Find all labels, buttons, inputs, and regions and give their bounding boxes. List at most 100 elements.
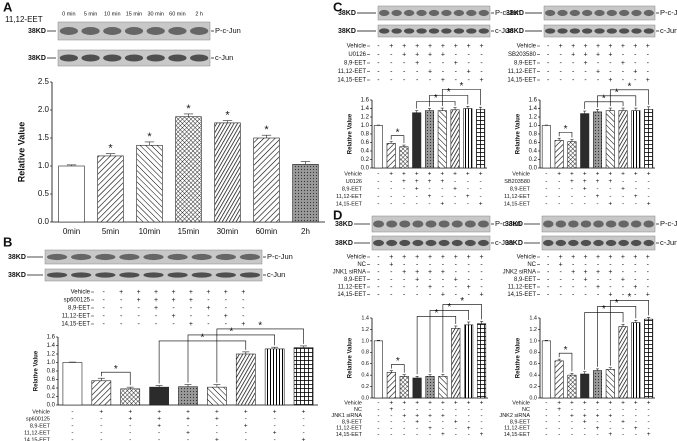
band-label: c-Jun [660, 26, 677, 35]
sign: + [244, 409, 248, 416]
sign: - [455, 412, 457, 419]
sign: + [634, 193, 638, 200]
blot-band [428, 28, 440, 34]
sign: - [647, 284, 650, 291]
row-label: 11,12-EET [504, 426, 531, 432]
sign: + [454, 419, 458, 426]
sign: + [171, 289, 175, 296]
sign: + [389, 261, 393, 268]
sign: - [245, 416, 247, 423]
sign: - [467, 178, 469, 185]
sign: - [429, 77, 432, 84]
significance: * [186, 103, 191, 115]
lane-label: 5 min [84, 11, 97, 17]
blot-band [378, 9, 390, 17]
sign: - [467, 186, 469, 193]
blot-band [581, 28, 593, 34]
sign: - [634, 51, 637, 58]
sign: - [467, 201, 469, 208]
sign: - [377, 431, 379, 438]
sign: - [468, 419, 470, 426]
sign: - [467, 60, 470, 67]
blot-band [378, 28, 390, 34]
sign: - [571, 419, 573, 426]
sign: - [609, 419, 611, 426]
sign: - [584, 406, 586, 413]
blot-band [425, 220, 437, 228]
blot-band [119, 272, 140, 278]
sign: - [647, 60, 650, 67]
sign: + [389, 171, 393, 178]
sign: + [428, 400, 432, 407]
row-label: 14,15-EET [507, 292, 536, 298]
row-label: 8,9-EET [510, 419, 531, 425]
marker-label: 38KD [506, 28, 524, 35]
sign: - [558, 178, 560, 185]
sign: - [572, 291, 575, 298]
sign: + [241, 289, 245, 296]
bracket-star: * [602, 93, 606, 104]
sign: - [428, 186, 430, 193]
sign: + [633, 68, 637, 75]
row-label: 11,12-EET [24, 430, 51, 436]
blot-band [580, 220, 592, 228]
sign: - [597, 291, 600, 298]
band-label: P-c-Jun [215, 26, 241, 35]
sign: - [559, 60, 562, 67]
sign: - [377, 269, 380, 276]
sign: + [608, 51, 612, 58]
y-tick-label: 0.4 [361, 373, 369, 379]
bar [438, 375, 448, 399]
bar [386, 143, 396, 169]
sign: - [572, 60, 575, 67]
bracket [158, 340, 247, 384]
sign: + [571, 43, 575, 50]
row-label: Vehicle [32, 409, 50, 415]
blot-band [593, 239, 604, 247]
sign: - [442, 419, 444, 426]
row-label: 14,15-EET [504, 432, 531, 438]
sign: - [609, 425, 611, 432]
row-label: JNK2 siRNA [503, 270, 536, 276]
sign: - [571, 186, 573, 193]
sign: - [155, 313, 158, 320]
x-tick-label: 0min [63, 227, 80, 236]
sign: - [584, 425, 586, 432]
blot-band [557, 9, 568, 17]
sign: + [273, 430, 277, 437]
sign: + [440, 178, 444, 185]
lane-label: 15 min [126, 11, 143, 17]
sign: - [390, 419, 392, 426]
sign: - [137, 313, 140, 320]
sign: + [633, 254, 637, 261]
bar [541, 125, 551, 169]
row-label: 14,15-EET [61, 322, 90, 328]
sign: - [480, 284, 483, 291]
bracket [609, 89, 649, 107]
sign: + [559, 261, 563, 268]
row-label: 14,15-EET [24, 437, 51, 441]
bar [373, 125, 383, 169]
sign: - [547, 68, 550, 75]
treatment-label: 11,12-EET [5, 15, 43, 24]
sign: - [597, 261, 600, 268]
sign: + [441, 254, 445, 261]
bar [424, 110, 435, 169]
sign: - [403, 425, 405, 432]
sign: + [634, 400, 638, 407]
band-label: P-c-Jun [495, 8, 521, 17]
sign: + [557, 406, 561, 413]
bracket [416, 316, 457, 375]
sign: - [390, 276, 393, 283]
sign: - [547, 51, 550, 58]
blot-band [630, 239, 642, 247]
blot-band [451, 220, 463, 228]
sign: + [621, 419, 625, 426]
blot-band [555, 220, 567, 228]
sign: - [635, 186, 637, 193]
sign: + [454, 400, 458, 407]
blot-band [416, 9, 427, 17]
sign: - [429, 276, 432, 283]
bar [567, 141, 577, 169]
sign: + [621, 43, 625, 50]
